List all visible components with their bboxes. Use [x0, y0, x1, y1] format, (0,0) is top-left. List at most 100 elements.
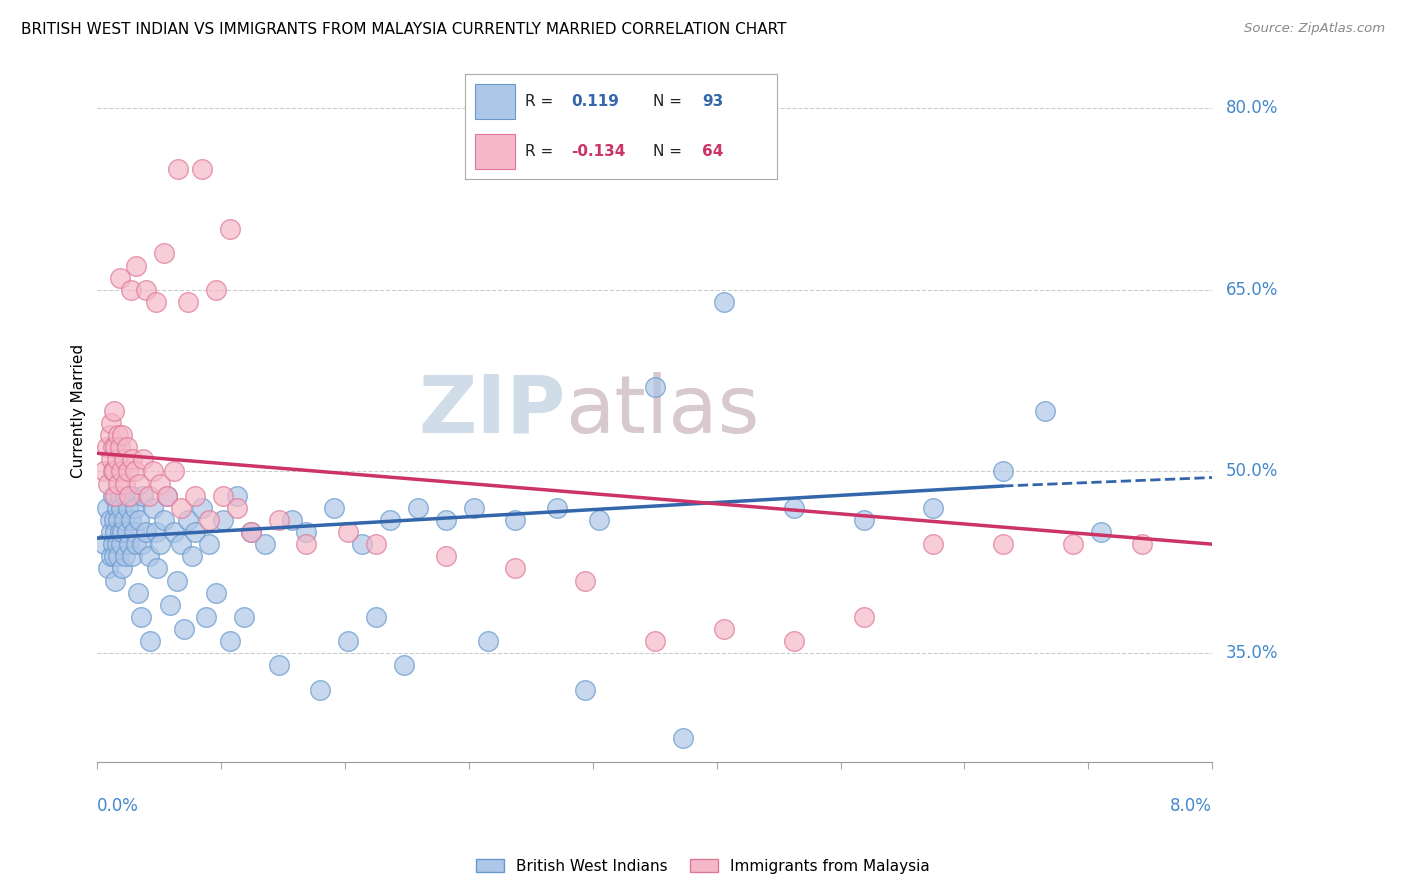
Point [107, 513, 129, 527]
Text: 50.0%: 50.0% [1226, 462, 1278, 481]
Point [103, 404, 125, 418]
Legend: British West Indians, Immigrants from Malaysia: British West Indians, Immigrants from Ma… [470, 853, 936, 880]
Point [232, 610, 254, 624]
Point [177, 294, 200, 309]
Point [101, 537, 124, 551]
Point [309, 682, 332, 697]
Point [783, 500, 806, 515]
Point [181, 549, 204, 564]
Point [406, 500, 429, 515]
Point [103, 549, 125, 564]
Point [110, 537, 132, 551]
Point [112, 513, 135, 527]
Point [364, 610, 387, 624]
Point [352, 537, 374, 551]
Point [100, 416, 122, 430]
Point [142, 465, 165, 479]
Point [239, 524, 262, 539]
Point [295, 524, 318, 539]
Point [434, 513, 457, 527]
Point [145, 294, 167, 309]
Point [434, 549, 457, 564]
Point [211, 489, 233, 503]
Point [132, 452, 155, 467]
Point [166, 574, 188, 588]
Point [124, 500, 146, 515]
Point [101, 489, 124, 503]
Point [97, 561, 120, 575]
Point [156, 489, 179, 503]
Point [505, 513, 527, 527]
Point [135, 283, 157, 297]
Point [100, 524, 122, 539]
Point [120, 513, 142, 527]
Point [337, 634, 360, 648]
Point [378, 513, 401, 527]
Point [922, 537, 945, 551]
Point [115, 440, 138, 454]
Point [1062, 537, 1084, 551]
Point [107, 549, 129, 564]
Point [121, 549, 143, 564]
Y-axis label: Currently Married: Currently Married [72, 343, 86, 478]
Point [124, 465, 146, 479]
Point [127, 585, 149, 599]
Point [852, 610, 875, 624]
Point [644, 634, 666, 648]
Point [111, 428, 134, 442]
Point [922, 500, 945, 515]
Point [204, 585, 226, 599]
Point [323, 500, 346, 515]
Point [177, 513, 200, 527]
Point [198, 513, 221, 527]
Point [128, 476, 150, 491]
Point [211, 513, 233, 527]
Point [146, 561, 169, 575]
Point [149, 537, 172, 551]
Point [111, 561, 134, 575]
Point [153, 246, 176, 260]
Point [852, 513, 875, 527]
Point [118, 489, 141, 503]
Point [477, 634, 499, 648]
Text: Source: ZipAtlas.com: Source: ZipAtlas.com [1244, 22, 1385, 36]
Point [505, 561, 527, 575]
Point [108, 524, 131, 539]
Point [218, 222, 240, 236]
Point [191, 161, 214, 176]
Point [253, 537, 276, 551]
Point [138, 549, 160, 564]
Point [281, 513, 304, 527]
Point [114, 549, 136, 564]
Point [96, 500, 118, 515]
Point [128, 513, 150, 527]
Point [267, 513, 290, 527]
Point [991, 465, 1014, 479]
Point [163, 465, 186, 479]
Point [588, 513, 610, 527]
Point [93, 537, 115, 551]
Point [105, 500, 128, 515]
Point [132, 489, 155, 503]
Point [713, 294, 735, 309]
Point [225, 489, 247, 503]
Point [115, 524, 138, 539]
Point [1090, 524, 1112, 539]
Point [138, 489, 160, 503]
Point [111, 524, 134, 539]
Text: atlas: atlas [565, 372, 759, 450]
Point [163, 524, 186, 539]
Point [125, 259, 148, 273]
Point [110, 465, 132, 479]
Point [104, 489, 127, 503]
Point [98, 513, 121, 527]
Point [107, 476, 129, 491]
Point [991, 537, 1014, 551]
Point [574, 682, 596, 697]
Point [117, 500, 139, 515]
Text: BRITISH WEST INDIAN VS IMMIGRANTS FROM MALAYSIA CURRENTLY MARRIED CORRELATION CH: BRITISH WEST INDIAN VS IMMIGRANTS FROM M… [21, 22, 786, 37]
Point [546, 500, 568, 515]
Point [1132, 537, 1154, 551]
Point [671, 731, 693, 745]
Point [239, 524, 262, 539]
